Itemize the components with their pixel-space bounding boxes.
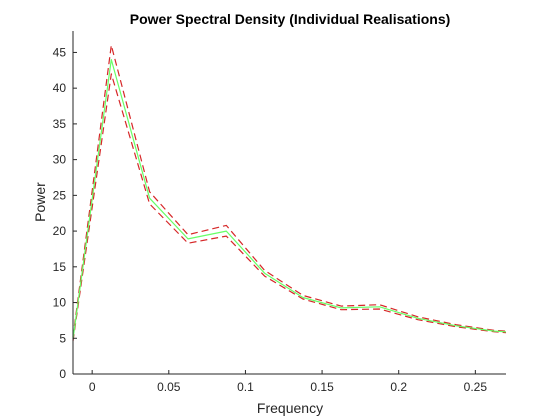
y-axis-label: Power	[32, 182, 48, 222]
y-axis: 0 5 10 15 20 25 30 35 40 45 Power	[32, 31, 77, 381]
y-tick-label: 0	[59, 367, 66, 381]
y-tick-label: 35	[53, 117, 67, 131]
y-tick-label: 45	[53, 45, 67, 59]
y-tick-label: 30	[53, 153, 67, 167]
x-tick-label: 0	[89, 380, 96, 394]
x-tick-label: 0.05	[157, 380, 181, 394]
x-tick-label: 0.1	[237, 380, 254, 394]
series-line-3	[72, 58, 507, 340]
series-line-1	[72, 44, 507, 337]
y-tick-label: 5	[59, 331, 66, 345]
y-tick-label: 20	[53, 224, 67, 238]
x-tick-label: 0.2	[390, 380, 407, 394]
x-ticks: 0 0.05 0.1 0.15 0.2 0.25	[89, 370, 488, 394]
x-tick-label: 0.15	[310, 380, 334, 394]
series-line-2	[72, 73, 507, 342]
plot-area	[73, 31, 506, 374]
y-tick-label: 40	[53, 81, 67, 95]
y-tick-label: 25	[53, 188, 67, 202]
y-tick-label: 15	[53, 260, 67, 274]
series-layer	[72, 44, 507, 342]
x-axis-label: Frequency	[257, 400, 323, 416]
x-axis: 0 0.05 0.1 0.15 0.2 0.25 Frequency	[73, 370, 506, 416]
y-ticks: 0 5 10 15 20 25 30 35 40 45	[53, 45, 77, 381]
y-tick-label: 10	[53, 296, 67, 310]
chart-title: Power Spectral Density (Individual Reali…	[130, 11, 451, 27]
x-tick-label: 0.25	[464, 380, 488, 394]
